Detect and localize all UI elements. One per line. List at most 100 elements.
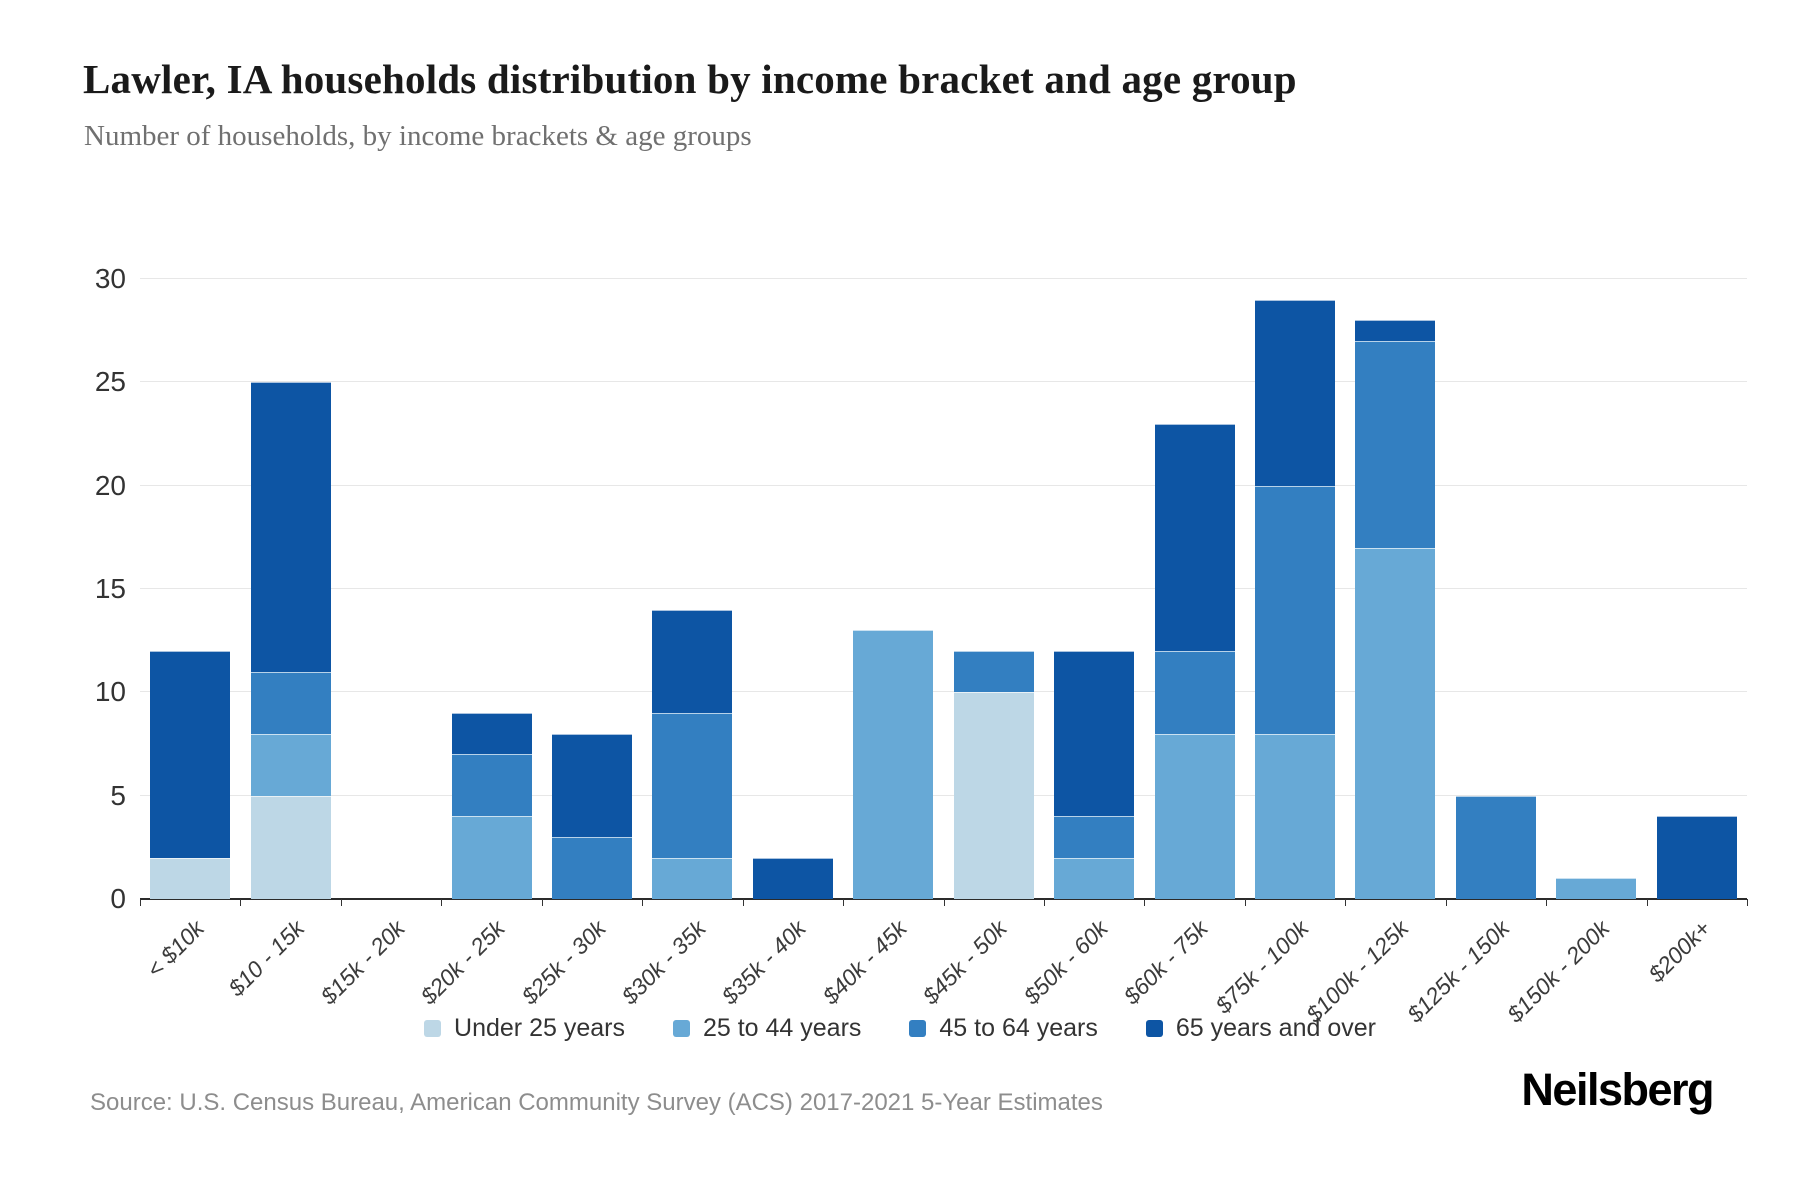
bar-$50k - 60k	[1054, 651, 1135, 899]
bar-segment-65 years and over[interactable]	[1656, 816, 1737, 899]
y-axis-tick-label-0: 0	[110, 883, 126, 914]
legend-label: Under 25 years	[454, 1014, 625, 1042]
bar-$60k - 75k	[1154, 423, 1235, 899]
x-axis-label-$30k - 35k: $30k - 35k	[616, 915, 711, 1010]
bar-segment-25 to 44 years[interactable]	[250, 733, 331, 796]
bar-segment-45 to 64 years[interactable]	[1355, 341, 1436, 548]
bar-segment-65 years and over[interactable]	[652, 609, 733, 714]
bar-$35k - 40k	[752, 857, 833, 899]
legend-label: 45 to 64 years	[939, 1014, 1098, 1042]
bar-segment-25 to 44 years[interactable]	[1556, 878, 1637, 899]
bar-segment-25 to 44 years[interactable]	[652, 857, 733, 899]
x-axis-label-$100k - 125k: $100k - 125k	[1301, 915, 1414, 1028]
x-axis-label-< $10k: < $10k	[140, 915, 209, 983]
bar-$10 - 15k	[250, 382, 331, 899]
x-axis-tick	[943, 899, 945, 906]
x-axis-tick	[441, 899, 443, 906]
chart-legend: Under 25 years 25 to 44 years 45 to 64 yea…	[0, 1014, 1800, 1043]
gridline-y-25	[140, 381, 1747, 383]
x-axis-tick	[1043, 899, 1045, 906]
bar-segment-45 to 64 years[interactable]	[1154, 651, 1235, 734]
neilsberg-logo: Neilsberg	[1521, 1064, 1714, 1115]
bar-segment-65 years and over[interactable]	[451, 713, 532, 755]
bar-segment-25 to 44 years[interactable]	[1054, 857, 1135, 899]
x-axis-tick	[1646, 899, 1648, 906]
stacked-bar-chart-plot-area: 0 5 10 15 20 25 30 < $10k $10 - 15k $15k - 20k $20…	[95, 263, 1748, 1027]
legend-label: 25 to 44 years	[702, 1014, 862, 1042]
x-axis-tick	[140, 899, 141, 906]
bar-$30k - 35k	[652, 609, 733, 899]
bar-segment-25 to 44 years[interactable]	[1154, 733, 1235, 899]
x-axis-label-$10 - 15k: $10 - 15k	[222, 915, 310, 1002]
y-axis-tick-label-25: 25	[94, 366, 126, 398]
bar-$75k - 100k	[1255, 299, 1336, 899]
x-axis-label-$20k - 25k: $20k - 25k	[415, 915, 510, 1010]
bar-segment-45 to 64 years[interactable]	[1255, 485, 1336, 734]
gridline-y-30	[140, 278, 1747, 279]
bar-segment-65 years and over[interactable]	[250, 382, 331, 672]
x-axis-label-$50k - 60k: $50k - 60k	[1018, 915, 1113, 1010]
bar-$150k - 200k	[1556, 878, 1637, 899]
bar-segment-45 to 64 years[interactable]	[1455, 795, 1536, 899]
bar-segment-25 to 44 years[interactable]	[451, 816, 532, 899]
x-axis-label-$150k - 200k: $150k - 200k	[1502, 915, 1615, 1028]
y-axis-tick-label-30: 30	[94, 263, 126, 294]
x-axis-tick	[340, 899, 342, 906]
bar-$100k - 125k	[1355, 320, 1436, 899]
x-axis-tick	[541, 899, 543, 906]
source-attribution: Source: U.S. Census Bureau, American Com…	[90, 1089, 1103, 1116]
gridline-y-10	[140, 691, 1747, 693]
bar-segment-65 years and over[interactable]	[1054, 651, 1135, 817]
bar-$125k - 150k	[1455, 795, 1536, 899]
bar-$20k - 25k	[451, 713, 532, 899]
x-axis-label-$25k - 30k: $25k - 30k	[516, 915, 611, 1010]
gridline-y-20	[140, 484, 1747, 486]
legend-item-65 years and over[interactable]: 65 years and over	[1145, 1014, 1376, 1043]
y-axis-tick-label-20: 20	[94, 469, 126, 501]
legend-swatch-icon	[424, 1020, 442, 1037]
bar-segment-45 to 64 years[interactable]	[1054, 816, 1135, 858]
y-axis-tick-label-10: 10	[94, 676, 126, 708]
bar-segment-Under 25 years[interactable]	[250, 795, 331, 899]
bar-segment-65 years and over[interactable]	[1355, 320, 1436, 342]
legend-swatch-icon	[1145, 1020, 1163, 1037]
legend-label: 65 years and over	[1175, 1014, 1376, 1042]
bar-segment-65 years and over[interactable]	[1154, 423, 1235, 652]
bar-segment-45 to 64 years[interactable]	[652, 713, 733, 858]
page-subtitle: Number of households, by income brackets…	[84, 120, 752, 152]
x-axis-label-$125k - 150k: $125k - 150k	[1401, 915, 1515, 1028]
legend-item-25 to 44 years[interactable]: 25 to 44 years	[672, 1014, 862, 1043]
x-axis-label-$75k - 100k: $75k - 100k	[1210, 915, 1314, 1019]
legend-swatch-icon	[909, 1020, 927, 1037]
x-axis-tick	[843, 899, 845, 906]
x-axis-label-$35k - 40k: $35k - 40k	[716, 915, 812, 1010]
bar-segment-Under 25 years[interactable]	[953, 692, 1034, 899]
bar-segment-45 to 64 years[interactable]	[953, 651, 1034, 693]
bar-segment-65 years and over[interactable]	[1255, 299, 1336, 486]
bar-$200k+	[1656, 816, 1737, 899]
bar-segment-Under 25 years[interactable]	[150, 857, 231, 899]
x-axis-label-$60k - 75k: $60k - 75k	[1118, 915, 1213, 1010]
bar-segment-45 to 64 years[interactable]	[551, 837, 632, 899]
x-axis-label-$15k - 20k: $15k - 20k	[315, 915, 410, 1010]
bar-segment-65 years and over[interactable]	[150, 651, 231, 858]
y-axis-tick-label-5: 5	[110, 779, 126, 811]
legend-swatch-icon	[672, 1020, 690, 1037]
bar-segment-25 to 44 years[interactable]	[853, 630, 934, 899]
bar-$45k - 50k	[953, 651, 1034, 899]
bar-$40k - 45k	[853, 630, 934, 899]
bar-segment-65 years and over[interactable]	[752, 857, 833, 899]
bar-segment-25 to 44 years[interactable]	[1255, 733, 1336, 899]
x-axis-label-$40k - 45k: $40k - 45k	[817, 915, 912, 1010]
bar-segment-25 to 44 years[interactable]	[1355, 547, 1436, 899]
legend-item-Under 25 years[interactable]: Under 25 years	[424, 1014, 625, 1043]
x-axis-tick	[240, 899, 242, 906]
x-axis-tick	[742, 899, 744, 906]
bar-segment-45 to 64 years[interactable]	[250, 671, 331, 734]
legend-item-45 to 64 years[interactable]: 45 to 64 years	[909, 1014, 1098, 1043]
gridline-y-5	[140, 794, 1747, 796]
y-axis-tick-label-15: 15	[94, 573, 126, 604]
bar-segment-45 to 64 years[interactable]	[451, 754, 532, 817]
bar-segment-65 years and over[interactable]	[551, 733, 632, 837]
x-axis-label-$200k+: $200k+	[1642, 915, 1716, 988]
